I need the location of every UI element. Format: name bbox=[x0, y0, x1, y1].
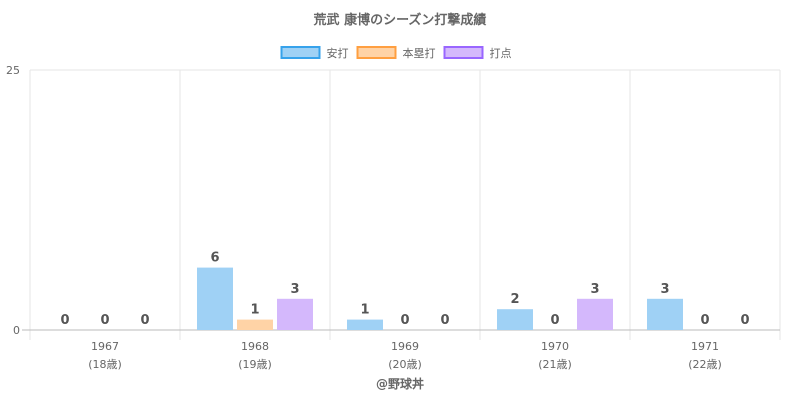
data-label: 1 bbox=[360, 303, 369, 318]
bar-1968-series-3 bbox=[277, 298, 313, 330]
x-tick-age: (20歳) bbox=[388, 358, 422, 371]
bar-1971-series-1 bbox=[647, 298, 683, 330]
data-label: 2 bbox=[510, 292, 519, 307]
legend-item-3[interactable]: 打点 bbox=[443, 46, 512, 60]
data-label: 1 bbox=[250, 303, 259, 318]
data-label: 6 bbox=[210, 251, 219, 266]
data-label: 3 bbox=[590, 282, 599, 297]
credit-text: @野球丼 bbox=[376, 376, 424, 391]
data-label: 0 bbox=[400, 313, 409, 328]
y-axis: 0 25 bbox=[6, 64, 20, 337]
data-labels: 0 0 0 6 1 3 1 0 0 2 0 3 3 0 0 bbox=[60, 251, 749, 328]
bar-1968-series-1 bbox=[197, 267, 233, 330]
legend-item-1[interactable]: 安打 bbox=[280, 46, 349, 60]
data-label: 3 bbox=[290, 282, 299, 297]
x-tick-age: (19歳) bbox=[238, 358, 272, 371]
y-tick-label: 0 bbox=[13, 324, 20, 337]
x-tick-year: 1971 bbox=[691, 340, 719, 353]
data-label: 0 bbox=[140, 313, 149, 328]
legend-label-1: 安打 bbox=[327, 46, 349, 60]
data-label: 0 bbox=[100, 313, 109, 328]
data-label: 0 bbox=[550, 313, 559, 328]
data-label: 3 bbox=[660, 282, 669, 297]
legend-label-3: 打点 bbox=[490, 46, 512, 60]
x-axis: 1967 (18歳) 1968 (19歳) 1969 (20歳) 1970 (21歳) 1971… bbox=[88, 340, 722, 371]
x-tick-age: (22歳) bbox=[688, 358, 722, 371]
bars bbox=[197, 267, 683, 330]
bar-1970-series-3 bbox=[577, 298, 613, 330]
data-label: 0 bbox=[700, 313, 709, 328]
legend-label-2: 本塁打 bbox=[403, 46, 436, 60]
x-tick-year: 1968 bbox=[241, 340, 269, 353]
x-tick-age: (21歳) bbox=[538, 358, 572, 371]
legend-item-2[interactable]: 本塁打 bbox=[356, 46, 436, 60]
data-label: 0 bbox=[440, 313, 449, 328]
y-tick-label: 25 bbox=[6, 64, 20, 77]
data-label: 0 bbox=[740, 313, 749, 328]
x-tick-year: 1967 bbox=[91, 340, 119, 353]
bar-1970-series-1 bbox=[497, 309, 533, 330]
legend: 安打 本塁打 打点 bbox=[280, 46, 512, 60]
x-tick-year: 1970 bbox=[541, 340, 569, 353]
legend-swatch-3 bbox=[443, 46, 484, 59]
chart-title: 荒武 康博のシーズン打撃成績 bbox=[313, 12, 487, 28]
bar-1968-series-2 bbox=[237, 319, 273, 330]
legend-swatch-1 bbox=[280, 46, 321, 59]
legend-swatch-2 bbox=[356, 46, 397, 59]
data-label: 0 bbox=[60, 313, 69, 328]
x-tick-age: (18歳) bbox=[88, 358, 122, 371]
bar-1969-series-1 bbox=[347, 319, 383, 330]
x-tick-year: 1969 bbox=[391, 340, 419, 353]
